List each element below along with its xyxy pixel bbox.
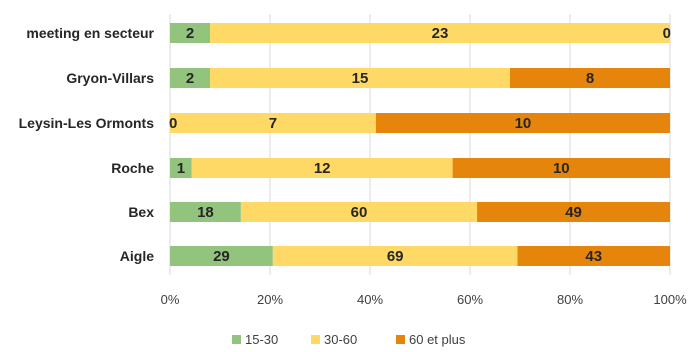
bar-5-0	[170, 246, 273, 266]
x-tick-label-4: 80%	[557, 292, 583, 307]
bar-1-0	[170, 68, 210, 88]
category-label-0: meeting en secteur	[26, 25, 154, 41]
legend-label-1: 30-60	[324, 332, 357, 347]
data-label-0-0: 2	[186, 25, 194, 42]
x-tick-label-2: 40%	[357, 292, 383, 307]
legend-label-2: 60 et plus	[409, 332, 466, 347]
data-label-3-2: 10	[553, 160, 570, 177]
bar-3-2	[452, 158, 670, 178]
data-label-1-2: 8	[586, 70, 594, 87]
data-label-1-0: 2	[186, 70, 194, 87]
data-label-4-1: 60	[351, 204, 368, 221]
data-label-2-0: 0	[169, 115, 177, 132]
bar-1-1	[210, 68, 510, 88]
data-label-0-2: 0	[663, 25, 671, 42]
data-label-0-1: 23	[432, 25, 449, 42]
category-label-1: Gryon-Villars	[66, 70, 154, 86]
bar-4-2	[477, 202, 670, 222]
category-label-4: Bex	[128, 204, 154, 220]
x-tick-label-0: 0%	[161, 292, 180, 307]
bar-3-0	[170, 158, 192, 178]
data-label-1-1: 15	[352, 70, 369, 87]
data-label-5-1: 69	[387, 248, 404, 265]
bar-0-0	[170, 23, 210, 43]
x-tick-label-3: 60%	[457, 292, 483, 307]
legend-swatch-2	[396, 335, 405, 344]
data-label-5-2: 43	[585, 248, 602, 265]
x-tick-label-1: 20%	[257, 292, 283, 307]
bar-1-2	[510, 68, 670, 88]
category-label-3: Roche	[111, 160, 154, 176]
category-label-2: Leysin-Les Ormonts	[19, 115, 155, 131]
bar-0-1	[210, 23, 670, 43]
data-label-3-0: 1	[177, 160, 185, 177]
data-label-2-2: 10	[515, 115, 532, 132]
data-label-5-0: 29	[213, 248, 230, 265]
legend-label-0: 15-30	[245, 332, 278, 347]
category-label-5: Aigle	[120, 248, 154, 264]
bar-2-2	[375, 113, 670, 133]
data-label-3-1: 12	[314, 160, 331, 177]
legend-swatch-1	[311, 335, 320, 344]
data-label-4-0: 18	[197, 204, 214, 221]
bar-5-1	[272, 246, 518, 266]
bar-3-1	[191, 158, 453, 178]
legend-swatch-0	[232, 335, 241, 344]
data-label-4-2: 49	[565, 204, 582, 221]
bar-2-1	[170, 113, 376, 133]
bar-4-0	[170, 202, 241, 222]
data-label-2-1: 7	[269, 115, 277, 132]
bar-4-1	[240, 202, 478, 222]
bar-5-2	[517, 246, 670, 266]
x-tick-label-5: 100%	[653, 292, 687, 307]
